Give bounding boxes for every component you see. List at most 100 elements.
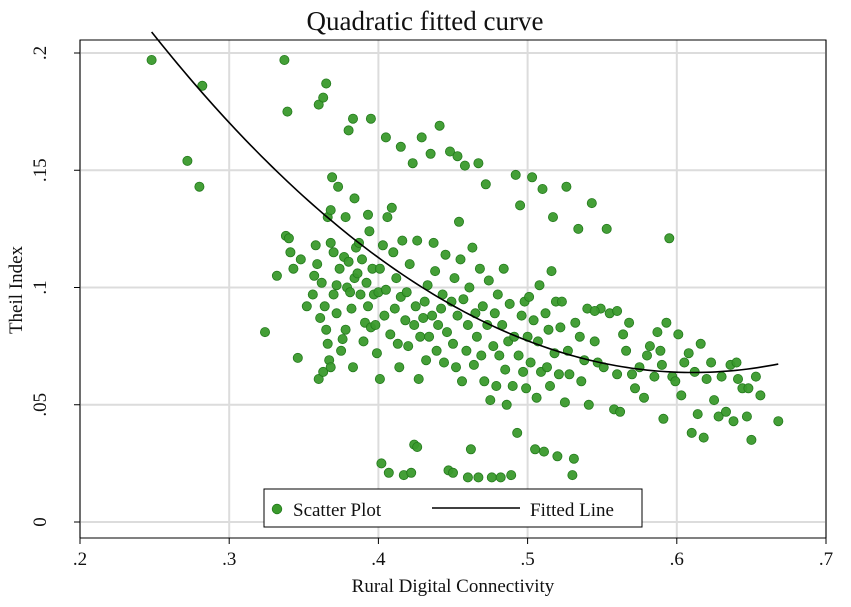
- plot-frame: [79, 39, 827, 539]
- scatter-point: [318, 366, 329, 377]
- scatter-point: [512, 427, 523, 438]
- scatter-point: [349, 193, 360, 204]
- scatter-point: [706, 357, 717, 368]
- scatter-point: [428, 237, 439, 248]
- scatter-point: [658, 413, 669, 424]
- scatter-point: [182, 155, 193, 166]
- scatter-point: [642, 350, 653, 361]
- scatter-point: [197, 80, 208, 91]
- scatter-point: [337, 334, 348, 345]
- scatter-point: [456, 376, 467, 387]
- scatter-point: [416, 132, 427, 143]
- scatter-point: [346, 303, 357, 314]
- scatter-point: [741, 411, 752, 422]
- scatter-point: [713, 411, 724, 422]
- scatter-point: [361, 277, 372, 288]
- scatter-point: [501, 399, 512, 410]
- scatter-point: [531, 392, 542, 403]
- scatter-point: [462, 319, 473, 330]
- scatter-point: [527, 172, 538, 183]
- scatter-point: [313, 373, 324, 384]
- y-tick-label: 0: [30, 517, 51, 527]
- scatter-point: [500, 364, 511, 375]
- scatter-point: [376, 458, 387, 469]
- scatter-point: [479, 376, 490, 387]
- scatter-point: [371, 348, 382, 359]
- scatter-point: [601, 223, 612, 234]
- scatter-point: [453, 216, 464, 227]
- scatter-point: [507, 380, 518, 391]
- scatter-point: [627, 369, 638, 380]
- scatter-point: [447, 338, 458, 349]
- scatter-point: [449, 273, 460, 284]
- scatter-point: [462, 472, 473, 483]
- scatter-point: [552, 451, 563, 462]
- x-tick-label: .2: [73, 549, 87, 570]
- scatter-point: [386, 202, 397, 213]
- scatter-point: [325, 205, 336, 216]
- scatter-point: [488, 341, 499, 352]
- scatter-point: [670, 376, 681, 387]
- y-axis-title: Theil Index: [6, 245, 27, 334]
- scatter-point: [656, 359, 667, 370]
- scatter-point: [352, 268, 363, 279]
- scatter-point: [392, 338, 403, 349]
- scatter-point: [259, 327, 270, 338]
- scatter-point: [573, 223, 584, 234]
- scatter-point: [370, 319, 381, 330]
- x-tick-label: .4: [371, 549, 386, 570]
- x-tick-label: .3: [222, 549, 236, 570]
- scatter-point: [521, 383, 532, 394]
- scatter-point: [452, 310, 463, 321]
- scatter-point: [422, 280, 433, 291]
- legend-line-label: Fitted Line: [530, 500, 614, 521]
- scatter-point: [425, 148, 436, 159]
- scatter-point: [698, 432, 709, 443]
- scatter-point: [458, 294, 469, 305]
- scatter-point: [318, 92, 329, 103]
- scatter-point: [389, 303, 400, 314]
- scatter-point: [630, 383, 641, 394]
- scatter-point: [382, 212, 393, 223]
- scatter-point: [485, 395, 496, 406]
- scatter-point: [546, 266, 557, 277]
- scatter-point: [380, 132, 391, 143]
- scatter-point: [486, 472, 497, 483]
- scatter-points: [146, 55, 784, 483]
- scatter-point: [679, 357, 690, 368]
- scatter-point: [455, 254, 466, 265]
- scatter-point: [561, 181, 572, 192]
- scatter-point: [312, 259, 323, 270]
- scatter-point: [374, 263, 385, 274]
- scatter-point: [721, 406, 732, 417]
- scatter-point: [570, 317, 581, 328]
- scatter-point: [438, 357, 449, 368]
- scatter-point: [513, 350, 524, 361]
- scatter-point: [295, 254, 306, 265]
- scatter-point: [340, 212, 351, 223]
- legend: Scatter Plot Fitted Line: [263, 488, 643, 528]
- scatter-point: [686, 427, 697, 438]
- y-tick-label: .1: [30, 280, 51, 294]
- scatter-point: [404, 259, 415, 270]
- scatter-point: [559, 397, 570, 408]
- scatter-point: [322, 338, 333, 349]
- scatter-point: [504, 298, 515, 309]
- scatter-point: [424, 331, 435, 342]
- fitted-line: [150, 31, 779, 374]
- scatter-point: [407, 158, 418, 169]
- x-axis-title: Rural Digital Connectivity: [352, 576, 555, 597]
- legend-scatter-marker: [271, 503, 283, 515]
- scatter-point: [340, 324, 351, 335]
- scatter-point: [412, 441, 423, 452]
- scatter-point: [395, 141, 406, 152]
- scatter-point: [415, 331, 426, 342]
- scatter-point: [516, 310, 527, 321]
- scatter-point: [649, 371, 660, 382]
- scatter-point: [409, 319, 420, 330]
- scatter-point: [548, 212, 559, 223]
- scatter-point: [518, 366, 529, 377]
- scatter-point: [492, 289, 503, 300]
- scatter-point: [400, 315, 411, 326]
